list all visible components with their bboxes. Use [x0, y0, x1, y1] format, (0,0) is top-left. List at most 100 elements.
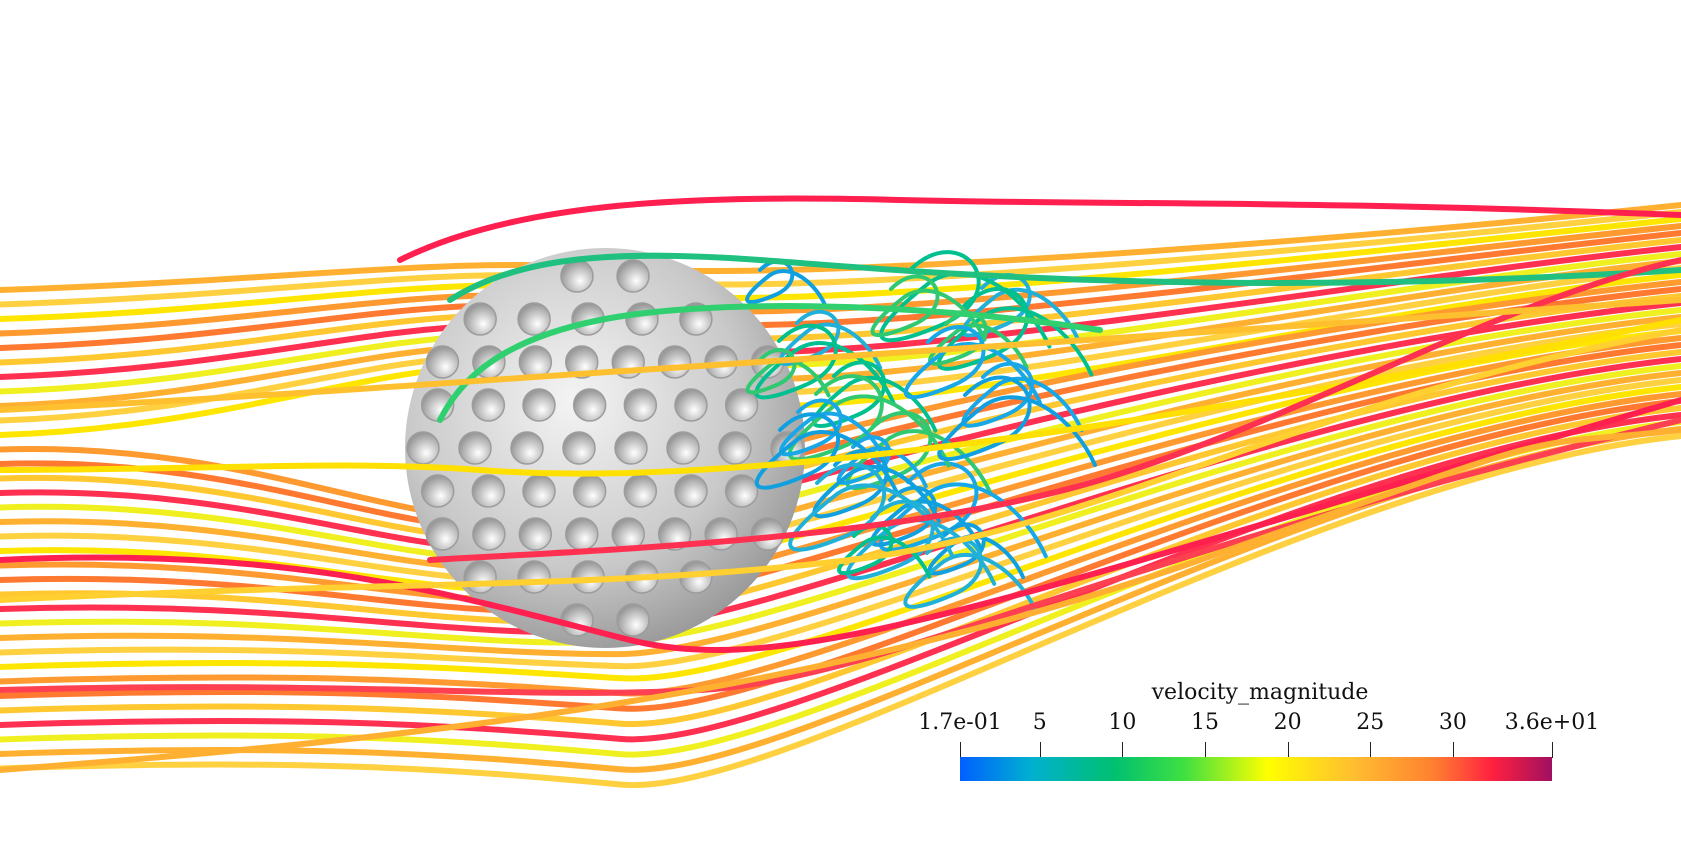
- wake-streamline: [936, 286, 1094, 377]
- color-legend: velocity_magnitude 1.7e-01 5 10 15 20 25 30 3.6…: [918, 680, 1660, 800]
- dimple: [616, 603, 650, 637]
- dimple: [565, 345, 599, 379]
- streamline: [0, 327, 1681, 603]
- streamline: [0, 419, 1681, 758]
- dimple: [420, 474, 455, 508]
- dimple: [471, 388, 506, 422]
- dimple: [674, 474, 708, 508]
- wake-streamline: [788, 462, 955, 558]
- dimple: [572, 388, 607, 422]
- wake-streamline: [961, 361, 1084, 433]
- streamline: [0, 297, 1681, 413]
- streamline: [0, 417, 1681, 696]
- dimple: [518, 517, 553, 551]
- dimple: [565, 517, 599, 551]
- wake-streamline: [961, 273, 1081, 342]
- dimple: [657, 345, 692, 379]
- wake-streamline: [870, 274, 987, 342]
- streamline: [0, 427, 1681, 773]
- wake-streamline: [903, 536, 1039, 614]
- dimple: [623, 474, 658, 508]
- legend-tick-mark: [1452, 742, 1454, 758]
- dimple: [616, 259, 650, 293]
- wake-streamline: [937, 375, 1097, 467]
- wake-streamline: [745, 347, 831, 398]
- dimple: [425, 345, 460, 379]
- dimple: [471, 474, 506, 508]
- dimple: [425, 517, 460, 551]
- legend-tick-label: 25: [1356, 710, 1385, 735]
- streamline: [0, 405, 1681, 728]
- wake-streamline: [845, 499, 997, 586]
- dimple: [572, 474, 607, 508]
- streamline: [427, 257, 1681, 563]
- wake-streamline: [754, 323, 896, 405]
- streamline: [0, 433, 1681, 789]
- wake-streamline: [812, 360, 938, 433]
- legend-tick-label: 5: [1032, 710, 1047, 735]
- streamline: [0, 426, 1681, 773]
- legend-tick-mark: [1370, 742, 1372, 758]
- dimple: [510, 431, 544, 465]
- legend-tick-mark: [1205, 742, 1207, 758]
- dimple: [623, 388, 658, 422]
- legend-tick-mark: [1287, 742, 1289, 758]
- wake-streamline: [745, 259, 827, 307]
- streamline: [447, 252, 1681, 303]
- dimple: [522, 474, 556, 508]
- dimple: [517, 302, 551, 336]
- wake-streamline: [878, 461, 1048, 559]
- dimple: [562, 431, 596, 465]
- wake-streamline: [879, 250, 1052, 349]
- dimple: [463, 302, 497, 336]
- dimple: [674, 388, 708, 422]
- dimple: [560, 259, 594, 293]
- wake-streamline: [903, 325, 1042, 405]
- dimple: [517, 560, 551, 594]
- legend-tick-label: 3.6e+01: [1504, 710, 1600, 735]
- streamline: [0, 317, 1681, 477]
- streamline: [397, 195, 1681, 263]
- wake-streamline: [812, 449, 941, 523]
- dimple: [614, 431, 648, 465]
- dimple: [472, 517, 506, 551]
- legend-title: velocity_magnitude: [1151, 680, 1369, 705]
- streamline: [437, 303, 1103, 423]
- dimple: [724, 388, 759, 422]
- legend-tick-label: 20: [1273, 710, 1302, 735]
- legend-tick-mark: [1039, 742, 1041, 758]
- streamline: [0, 384, 1681, 682]
- dimple: [522, 388, 556, 422]
- dimple: [458, 431, 492, 465]
- dimple: [666, 431, 700, 465]
- wake-vortex-streamlines: [745, 250, 1097, 614]
- wake-streamline: [870, 485, 983, 551]
- golf-ball: [405, 248, 805, 648]
- legend-tick-label: 10: [1108, 710, 1137, 735]
- streamline: [0, 377, 1681, 670]
- streamline: [0, 397, 1681, 653]
- legend-tick-label: 15: [1191, 710, 1220, 735]
- streamline: [0, 209, 1681, 308]
- streamline: [0, 398, 1681, 712]
- dimple: [406, 431, 440, 465]
- wake-streamline: [787, 374, 951, 468]
- streamline: [0, 363, 1681, 646]
- streamline: [0, 412, 1681, 743]
- golf-ball-dimples: [406, 259, 804, 637]
- wake-streamline: [837, 523, 932, 579]
- colorbar: [960, 757, 1552, 781]
- golf-ball-sphere: [405, 248, 805, 648]
- dimple: [718, 431, 752, 465]
- legend-tick-label: 30: [1438, 710, 1467, 735]
- legend-tick-mark: [1552, 742, 1553, 758]
- legend-tick-mark: [960, 742, 961, 758]
- dimple: [625, 302, 659, 336]
- streamlines-front: [0, 195, 1681, 773]
- dimple: [463, 560, 497, 594]
- wake-streamline: [754, 412, 899, 495]
- legend-tick-mark: [1122, 742, 1124, 758]
- legend-tick-label: 1.7e-01: [918, 710, 1002, 735]
- dimple: [724, 474, 759, 508]
